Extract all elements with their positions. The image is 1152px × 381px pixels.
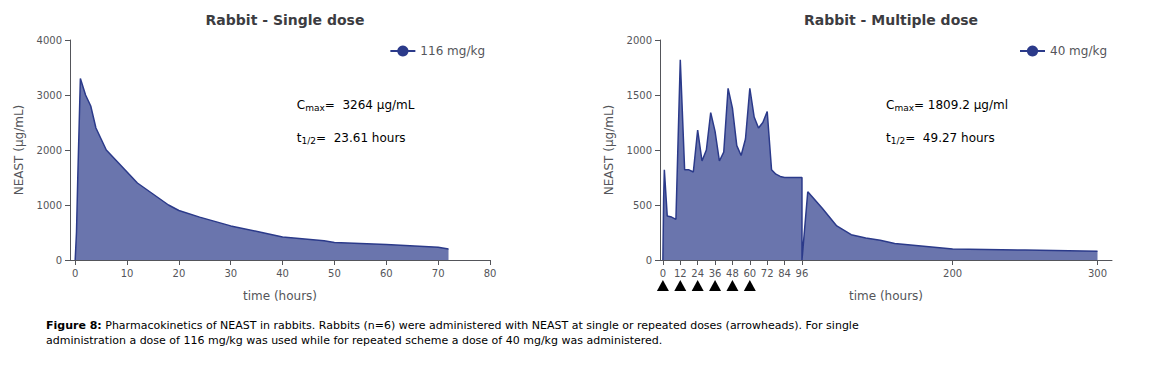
svg-text:1000: 1000 xyxy=(37,200,62,211)
svg-text:80: 80 xyxy=(484,268,497,279)
svg-text:t: t xyxy=(886,130,891,145)
svg-text:40 mg/kg: 40 mg/kg xyxy=(1050,44,1107,58)
svg-text:NEAST (μg/mL): NEAST (μg/mL) xyxy=(12,105,26,196)
svg-text:40: 40 xyxy=(276,268,289,279)
svg-text:60: 60 xyxy=(380,268,393,279)
svg-text:C: C xyxy=(886,98,894,112)
svg-text:0: 0 xyxy=(56,255,62,266)
svg-text:Rabbit - Multiple dose: Rabbit - Multiple dose xyxy=(804,12,978,28)
svg-text:70: 70 xyxy=(432,268,445,279)
svg-text:max: max xyxy=(894,103,914,113)
svg-text:300: 300 xyxy=(1088,268,1107,279)
svg-text:60: 60 xyxy=(743,268,756,279)
svg-text:2000: 2000 xyxy=(37,145,62,156)
svg-text:48: 48 xyxy=(726,268,739,279)
svg-text:1/2: 1/2 xyxy=(891,136,905,146)
svg-text:12: 12 xyxy=(674,268,687,279)
svg-text:= 49.27 hours: = 49.27 hours xyxy=(905,131,995,145)
svg-text:500: 500 xyxy=(633,200,652,211)
svg-text:administration a dose of 116 m: administration a dose of 116 mg/kg was u… xyxy=(46,334,662,347)
svg-text:84: 84 xyxy=(778,268,791,279)
svg-text:36: 36 xyxy=(709,268,722,279)
svg-text:time (hours): time (hours) xyxy=(243,289,317,303)
svg-text:Rabbit - Single dose: Rabbit - Single dose xyxy=(206,12,365,28)
svg-text:C: C xyxy=(297,98,305,112)
svg-text:0: 0 xyxy=(72,268,78,279)
svg-text:96: 96 xyxy=(796,268,809,279)
svg-text:NEAST (μg/mL): NEAST (μg/mL) xyxy=(602,105,616,196)
svg-text:1500: 1500 xyxy=(627,90,652,101)
svg-text:1000: 1000 xyxy=(627,145,652,156)
svg-text:30: 30 xyxy=(224,268,237,279)
svg-text:20: 20 xyxy=(173,268,186,279)
svg-text:4000: 4000 xyxy=(37,35,62,46)
svg-text:50: 50 xyxy=(328,268,341,279)
svg-text:0: 0 xyxy=(660,268,666,279)
svg-text:3000: 3000 xyxy=(37,90,62,101)
svg-text:0: 0 xyxy=(646,255,652,266)
svg-text:= 1809.2 μg/ml: = 1809.2 μg/ml xyxy=(914,98,1008,112)
svg-text:24: 24 xyxy=(691,268,704,279)
svg-text:10: 10 xyxy=(121,268,134,279)
svg-text:= 3264 μg/mL: = 3264 μg/mL xyxy=(325,98,415,112)
svg-text:Figure 8:: Figure 8: xyxy=(46,319,102,332)
svg-text:= 23.61 hours: = 23.61 hours xyxy=(316,131,406,145)
svg-text:Pharmacokinetics of NEAST in r: Pharmacokinetics of NEAST in rabbits. Ra… xyxy=(102,319,859,332)
svg-text:time (hours): time (hours) xyxy=(849,289,923,303)
svg-text:max: max xyxy=(305,103,325,113)
svg-text:116 mg/kg: 116 mg/kg xyxy=(420,44,485,58)
svg-text:1/2: 1/2 xyxy=(302,136,316,146)
svg-text:200: 200 xyxy=(943,268,962,279)
svg-text:72: 72 xyxy=(761,268,774,279)
svg-text:2000: 2000 xyxy=(627,35,652,46)
svg-text:t: t xyxy=(296,130,302,145)
